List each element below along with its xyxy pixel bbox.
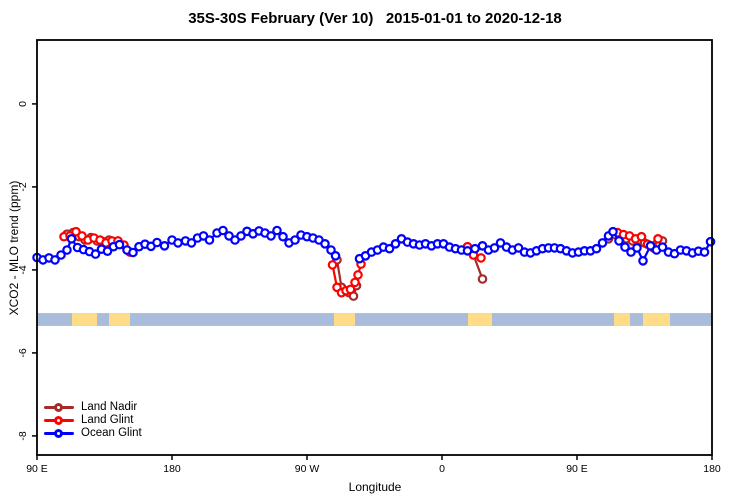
legend-item-ocean-glint: Ocean Glint: [44, 427, 142, 440]
land-nadir-marker-icon: [44, 403, 74, 412]
x-tick-label: 90 E: [566, 463, 588, 475]
y-tick-label: -6: [17, 348, 29, 357]
legend-item-land-nadir: Land Nadir: [44, 401, 142, 414]
chart-title: 35S-30S February (Ver 10) 2015-01-01 to …: [188, 10, 562, 27]
y-tick-label: -4: [17, 265, 29, 274]
x-tick-label: 0: [439, 463, 445, 475]
ocean-glint-series: [32, 225, 716, 266]
land-band: [109, 313, 130, 326]
x-axis-title: Longitude: [348, 480, 402, 494]
legend-label: Ocean Glint: [81, 427, 142, 439]
plot-border: [36, 39, 713, 456]
land-band: [643, 313, 670, 326]
legend-item-land-glint: Land Glint: [44, 414, 142, 427]
y-axis: 0 -2 -4 -6 -8: [17, 101, 37, 441]
x-axis: 90 E 180 90 W 0 90 E 180: [26, 455, 721, 475]
legend-label: Land Nadir: [81, 401, 138, 413]
x-tick-label: 90 E: [26, 463, 48, 475]
y-tick-label: 0: [17, 101, 29, 107]
land-glint-marker-icon: [44, 416, 74, 425]
y-tick-label: -2: [17, 182, 29, 191]
y-tick-label: -8: [17, 431, 29, 440]
land-band: [71, 313, 97, 326]
land-band: [614, 313, 630, 326]
coastline-strip: [37, 313, 712, 326]
legend: Land Nadir Land Glint Ocean Glint: [44, 401, 142, 440]
land-band: [334, 313, 355, 326]
x-tick-label: 180: [703, 463, 721, 475]
ocean-glint-marker-icon: [44, 429, 74, 438]
x-tick-label: 180: [163, 463, 181, 475]
legend-label: Land Glint: [81, 414, 134, 426]
land-band: [467, 313, 492, 326]
x-tick-label: 90 W: [295, 463, 320, 475]
